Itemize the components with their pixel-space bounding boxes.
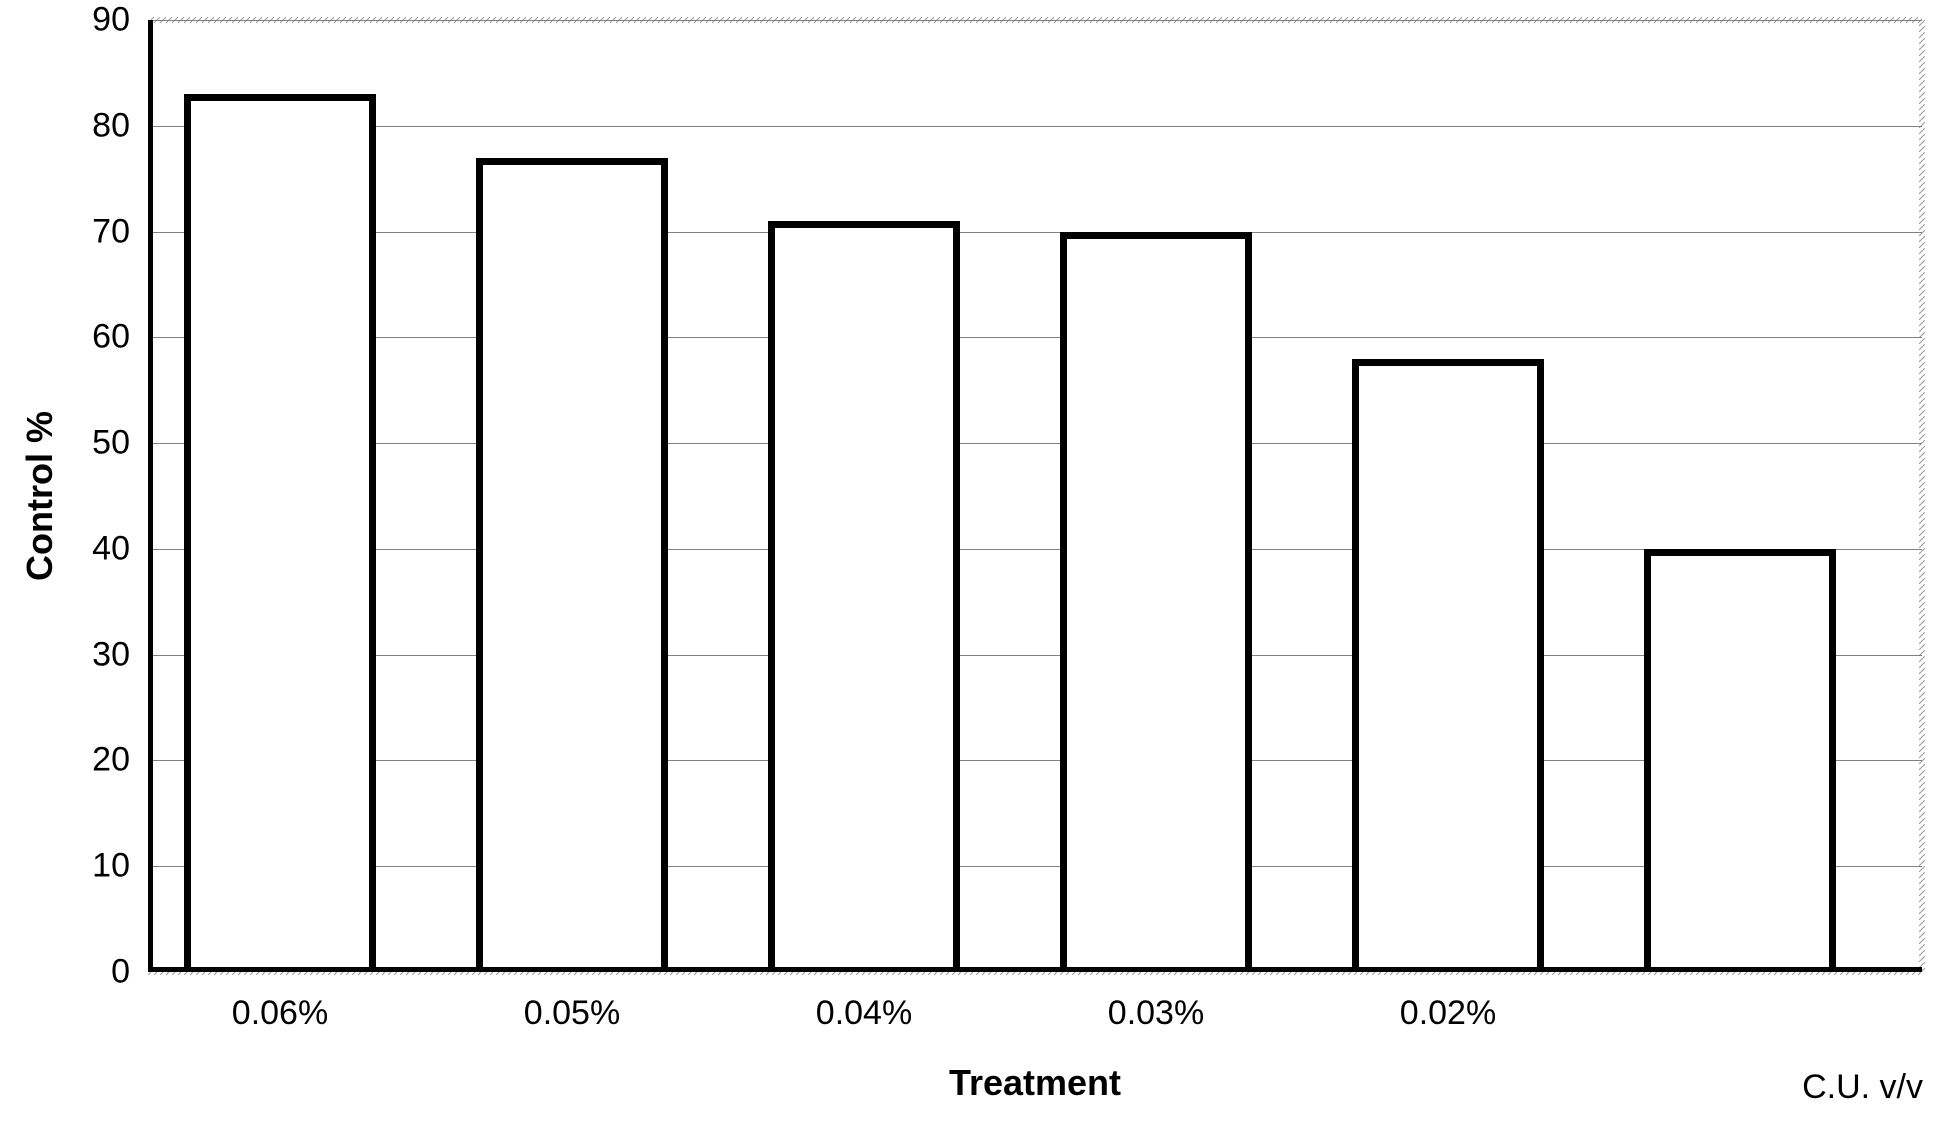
- bar: [1352, 359, 1544, 973]
- bar: [1644, 549, 1836, 972]
- gridline: [148, 337, 1922, 338]
- plot-border-right: [1919, 20, 1925, 972]
- chart-container: Control % 0102030405060708090 0.06%0.05%…: [0, 0, 1943, 1143]
- x-tick-label: 0.04%: [816, 994, 912, 1033]
- plot-area: [148, 20, 1922, 972]
- gridline: [148, 126, 1922, 127]
- bar: [476, 158, 668, 972]
- x-tick-label: 0.06%: [232, 994, 328, 1033]
- gridline: [148, 443, 1922, 444]
- y-tick-label: 30: [0, 635, 130, 674]
- y-axis-line: [148, 20, 153, 972]
- gridline: [148, 232, 1922, 233]
- y-tick-label: 10: [0, 847, 130, 886]
- x-tick-label: 0.05%: [524, 994, 620, 1033]
- y-tick-label: 50: [0, 424, 130, 463]
- corner-label: C.U. v/v: [1802, 1068, 1923, 1107]
- y-tick-label: 70: [0, 212, 130, 251]
- bar: [768, 221, 960, 972]
- gridline: [148, 20, 1922, 21]
- x-axis-label: Treatment: [949, 1062, 1121, 1104]
- y-tick-label: 60: [0, 318, 130, 357]
- bar: [184, 94, 376, 972]
- y-tick-label: 90: [0, 1, 130, 40]
- x-tick-label: 0.03%: [1108, 994, 1204, 1033]
- x-axis-line: [148, 967, 1922, 972]
- y-tick-label: 0: [0, 953, 130, 992]
- bar: [1060, 232, 1252, 972]
- x-tick-label: 0.02%: [1400, 994, 1496, 1033]
- y-tick-label: 20: [0, 741, 130, 780]
- y-tick-label: 80: [0, 106, 130, 145]
- y-tick-label: 40: [0, 529, 130, 568]
